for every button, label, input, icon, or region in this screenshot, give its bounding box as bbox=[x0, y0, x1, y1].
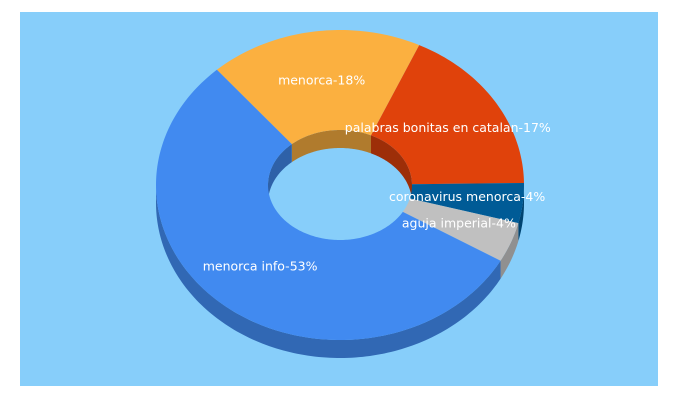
slice-inner-side bbox=[268, 144, 292, 203]
slice-side bbox=[500, 223, 519, 279]
slice bbox=[371, 45, 524, 185]
slice-label: coronavirus menorca-4% bbox=[389, 189, 545, 204]
slice-side bbox=[518, 185, 524, 242]
slice bbox=[216, 30, 420, 145]
slice-label: palabras bonitas en catalan-17% bbox=[345, 120, 551, 135]
slice bbox=[156, 69, 501, 340]
slice bbox=[409, 182, 524, 224]
slice-label: aguja imperial-4% bbox=[402, 215, 516, 230]
slice-inner-side bbox=[371, 135, 412, 203]
slice-label: menorca info-53% bbox=[203, 259, 318, 274]
slice bbox=[402, 198, 519, 261]
slice-inner-side bbox=[291, 130, 371, 163]
slice-label: menorca-18% bbox=[278, 73, 365, 88]
